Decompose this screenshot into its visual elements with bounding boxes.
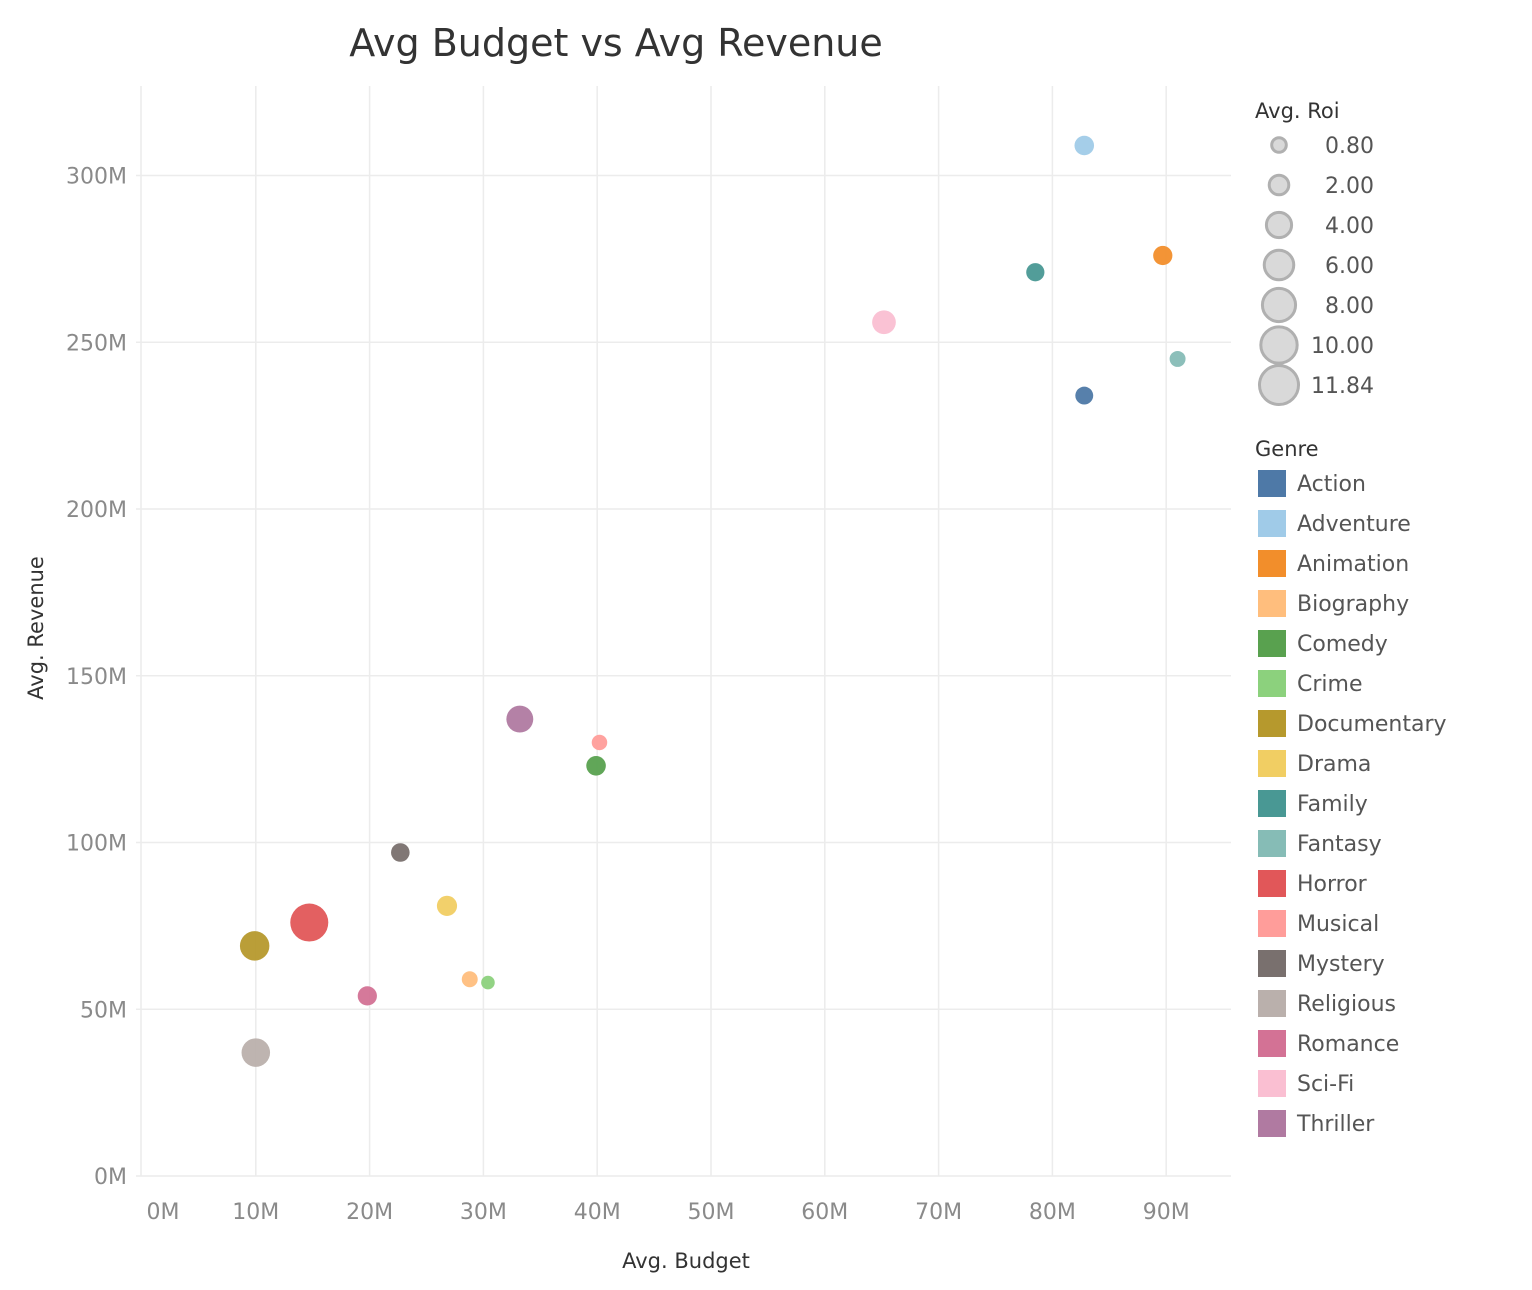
legend-label: Sci-Fi (1297, 1072, 1354, 1097)
grid-lines (136, 86, 1231, 1177)
size-legend: 0.80 2.00 4.00 6.00 8.00 10.00 11.84 (1257, 134, 1374, 407)
data-points (239, 135, 1186, 1067)
y-tick-label: 50M (80, 998, 127, 1023)
legend-label: Documentary (1297, 712, 1447, 737)
legend-swatch (1258, 710, 1286, 737)
x-tick-label: 60M (801, 1200, 848, 1225)
y-axis-ticks: 0M 50M 100M 150M 200M 250M 300M (66, 165, 127, 1191)
legend-swatch (1258, 1030, 1286, 1057)
legend-swatch (1258, 750, 1286, 777)
legend-label: Thriller (1296, 1112, 1375, 1137)
color-legend-title: Genre (1255, 437, 1319, 461)
x-axis-ticks: 0M 10M 20M 30M 40M 50M 60M 70M 80M 90M (147, 1200, 1190, 1225)
legend-swatch (1258, 470, 1286, 497)
point-action (1075, 386, 1094, 405)
y-tick-label: 300M (66, 165, 127, 190)
point-religious (241, 1038, 271, 1067)
legend-swatch (1258, 510, 1286, 537)
legend-swatch (1258, 630, 1286, 657)
size-legend-label: 6.00 (1325, 254, 1374, 279)
legend-swatch (1258, 950, 1286, 977)
point-fantasy (1169, 350, 1186, 367)
legend-label: Religious (1297, 992, 1396, 1017)
point-musical (591, 734, 608, 751)
point-crime (481, 975, 495, 990)
point-romance (357, 986, 377, 1006)
legend-label: Biography (1297, 592, 1409, 617)
legend-swatch (1258, 1110, 1286, 1137)
y-tick-label: 0M (94, 1165, 127, 1190)
size-legend-circle (1267, 173, 1291, 197)
legend-swatch (1258, 790, 1286, 817)
legend-label: Horror (1297, 872, 1368, 897)
legend-swatch (1258, 870, 1286, 897)
size-legend-circle (1264, 210, 1294, 240)
size-legend-label: 11.84 (1311, 374, 1374, 399)
point-mystery (391, 843, 410, 862)
y-tick-label: 250M (66, 331, 127, 356)
point-family (1026, 263, 1045, 282)
point-adventure (1074, 135, 1095, 156)
point-documentary (239, 931, 270, 961)
legend-label: Adventure (1297, 512, 1411, 537)
point-thriller (506, 705, 534, 733)
point-horror (290, 903, 329, 942)
y-tick-label: 200M (66, 498, 127, 523)
x-tick-label: 80M (1029, 1200, 1076, 1225)
legend-label: Comedy (1297, 632, 1388, 657)
x-tick-label: 90M (1143, 1200, 1190, 1225)
size-legend-label: 4.00 (1325, 214, 1374, 239)
y-tick-label: 100M (66, 832, 127, 857)
size-legend-circle (1270, 136, 1288, 154)
size-legend-label: 2.00 (1325, 174, 1374, 199)
legend-label: Drama (1297, 752, 1371, 777)
point-drama (436, 895, 458, 916)
x-axis-title: Avg. Budget (622, 1249, 750, 1273)
size-legend-label: 10.00 (1311, 334, 1374, 359)
legend-swatch (1258, 550, 1286, 577)
y-tick-label: 150M (66, 665, 127, 690)
size-legend-circle (1262, 248, 1296, 282)
legend-label: Animation (1297, 552, 1409, 577)
x-tick-label: 40M (574, 1200, 621, 1225)
legend-swatch (1258, 670, 1286, 697)
legend-label: Crime (1297, 672, 1362, 697)
x-tick-label: 20M (346, 1200, 393, 1225)
legend-swatch (1258, 990, 1286, 1017)
color-legend: Action Adventure Animation Biography Comedy C… (1258, 470, 1447, 1137)
x-tick-label: 0M (147, 1200, 180, 1225)
point-biography (461, 971, 478, 988)
size-legend-label: 0.80 (1325, 134, 1374, 159)
point-comedy (586, 756, 606, 776)
legend-label: Fantasy (1297, 832, 1382, 857)
legend-label: Family (1297, 792, 1368, 817)
size-legend-circle (1259, 325, 1299, 365)
x-tick-label: 10M (232, 1200, 279, 1225)
legend-swatch (1258, 590, 1286, 617)
size-legend-circle (1257, 363, 1301, 407)
legend-label: Musical (1297, 912, 1379, 937)
x-tick-label: 30M (460, 1200, 507, 1225)
x-tick-label: 50M (688, 1200, 735, 1225)
size-legend-label: 8.00 (1325, 294, 1374, 319)
legend-label: Romance (1297, 1032, 1399, 1057)
legend-label: Mystery (1297, 952, 1385, 977)
x-tick-label: 70M (915, 1200, 962, 1225)
size-legend-title: Avg. Roi (1255, 99, 1340, 123)
y-axis-title: Avg. Revenue (24, 556, 48, 700)
legend-label: Action (1297, 472, 1366, 497)
legend-swatch (1258, 910, 1286, 937)
point-animation (1153, 245, 1173, 266)
size-legend-circle (1260, 286, 1298, 324)
legend-swatch (1258, 1070, 1286, 1097)
legend-swatch (1258, 830, 1286, 857)
point-sci-fi (872, 310, 896, 335)
chart-title: Avg Budget vs Avg Revenue (349, 21, 883, 65)
